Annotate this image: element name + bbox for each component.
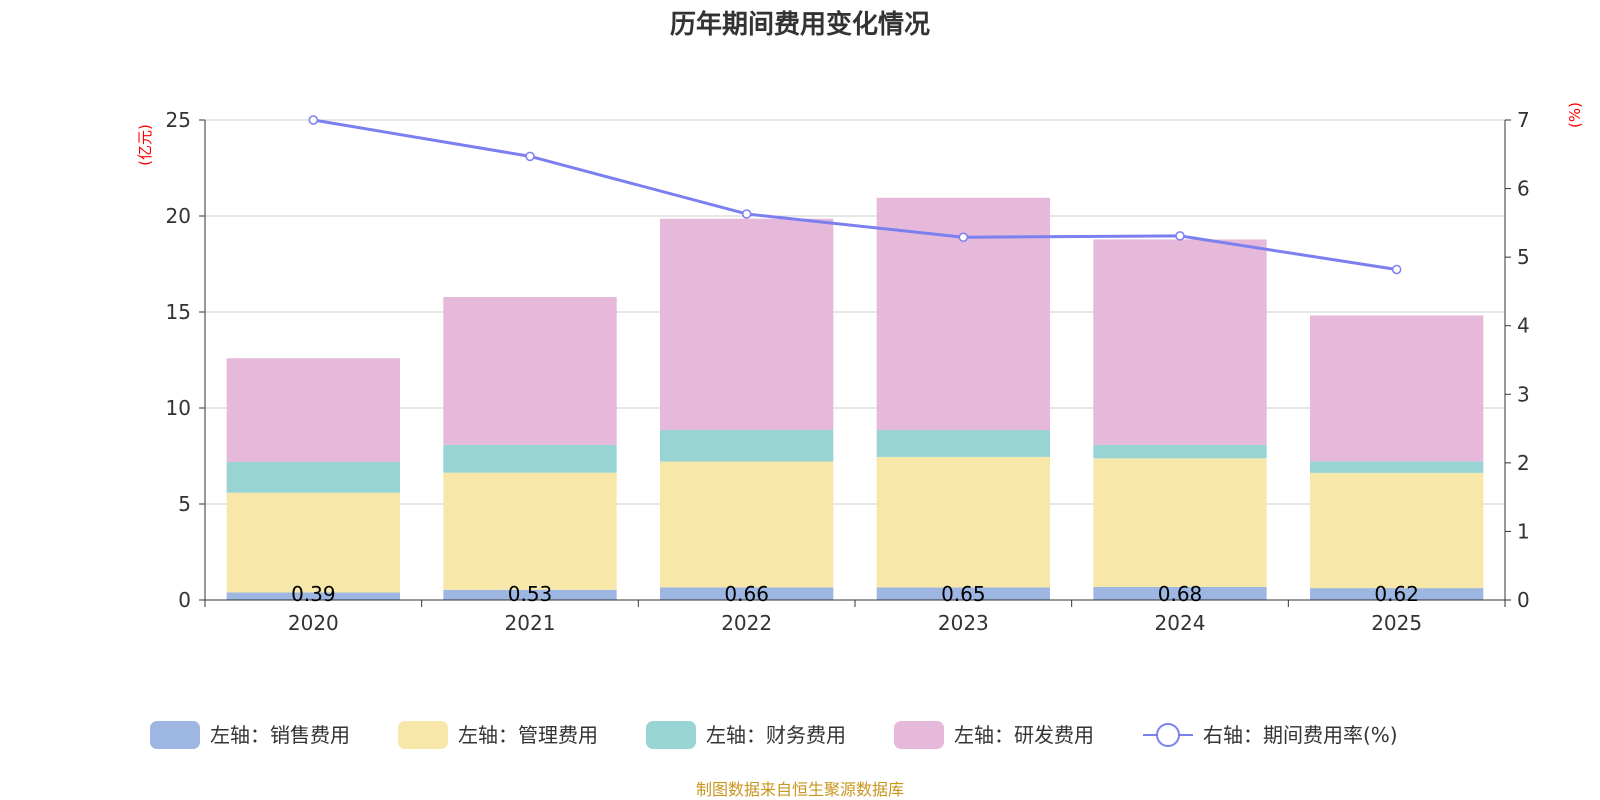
bar (1310, 472, 1484, 589)
rate-line (313, 118, 1397, 271)
data-label: 0.68 (1158, 582, 1203, 606)
legend-label: 左轴：财务费用 (706, 723, 846, 747)
legend-label: 左轴：管理费用 (458, 723, 598, 747)
right-tick-label: 0 (1517, 588, 1530, 612)
bar (443, 472, 617, 590)
bar (226, 358, 400, 462)
bar (660, 587, 834, 600)
bar-series (226, 197, 1484, 600)
rate-point (741, 209, 752, 219)
legend-label: 左轴：销售费用 (210, 723, 350, 747)
data-label: 0.53 (508, 582, 553, 606)
grid-lines (205, 119, 1505, 505)
data-label: 0.66 (724, 582, 769, 606)
left-tick-label: 15 (166, 300, 191, 324)
data-label: 0.39 (291, 582, 336, 606)
bar (443, 589, 617, 600)
left-tick-label: 25 (166, 108, 191, 132)
legend-label: 左轴：研发费用 (954, 723, 1094, 747)
rate-point (1175, 231, 1185, 241)
bar (443, 444, 617, 473)
bar (876, 456, 1050, 588)
right-axis-unit: (%) (1566, 102, 1584, 128)
right-tick-label: 7 (1517, 108, 1530, 132)
x-tick-label: 2020 (288, 611, 339, 635)
legend-label: 右轴：期间费用率(%) (1203, 723, 1398, 747)
bar (1310, 588, 1484, 600)
legend: 左轴：销售费用 左轴：管理费用 左轴：财务费用 左轴：研发费用 右轴：期间费用率(%) (150, 721, 1398, 749)
legend-swatch (150, 721, 200, 749)
right-tick-label: 2 (1517, 451, 1530, 475)
line-series (308, 115, 1402, 275)
bar (1093, 444, 1267, 459)
bar (1310, 315, 1484, 462)
bar (226, 461, 400, 493)
bar (1093, 586, 1267, 600)
x-tick-label: 2025 (1371, 611, 1422, 635)
chart-title: 历年期间费用变化情况 (670, 9, 930, 40)
bar (1093, 239, 1267, 445)
x-tick-label: 2022 (721, 611, 772, 635)
data-label: 0.65 (941, 582, 986, 606)
x-tick-label: 2024 (1155, 611, 1206, 635)
bar (1310, 461, 1484, 473)
legend-marker (1156, 723, 1180, 747)
rate-point (308, 115, 319, 125)
x-tick-label: 2023 (938, 611, 989, 635)
x-tick-label: 2021 (505, 611, 556, 635)
data-labels: 0.39 0.53 0.66 0.65 0.68 0.62 (291, 582, 1419, 606)
bar (443, 297, 617, 445)
source-note: 制图数据来自恒生聚源数据库 (696, 780, 904, 799)
bar (660, 461, 834, 588)
data-label: 0.62 (1374, 582, 1419, 606)
bar (660, 429, 834, 462)
left-tick-label: 5 (178, 492, 191, 516)
left-tick-label: 10 (166, 396, 191, 420)
left-tick-label: 20 (166, 204, 191, 228)
legend-swatch (894, 721, 944, 749)
rate-point (1391, 264, 1402, 275)
left-tick-label: 0 (178, 588, 191, 612)
bar (660, 218, 834, 430)
bar (226, 592, 400, 600)
rate-point (958, 232, 969, 243)
left-axis-unit: (亿元) (136, 124, 154, 166)
bar (1093, 458, 1267, 587)
right-tick-label: 1 (1517, 519, 1530, 543)
bar (876, 430, 1050, 457)
legend-swatch (646, 721, 696, 749)
right-tick-label: 3 (1517, 382, 1530, 406)
right-tick-label: 5 (1517, 245, 1530, 269)
right-tick-label: 4 (1517, 314, 1530, 338)
right-tick-label: 6 (1517, 177, 1530, 201)
bar (876, 587, 1050, 600)
bar (226, 492, 400, 593)
legend-swatch (398, 721, 448, 749)
rate-point (525, 151, 535, 162)
